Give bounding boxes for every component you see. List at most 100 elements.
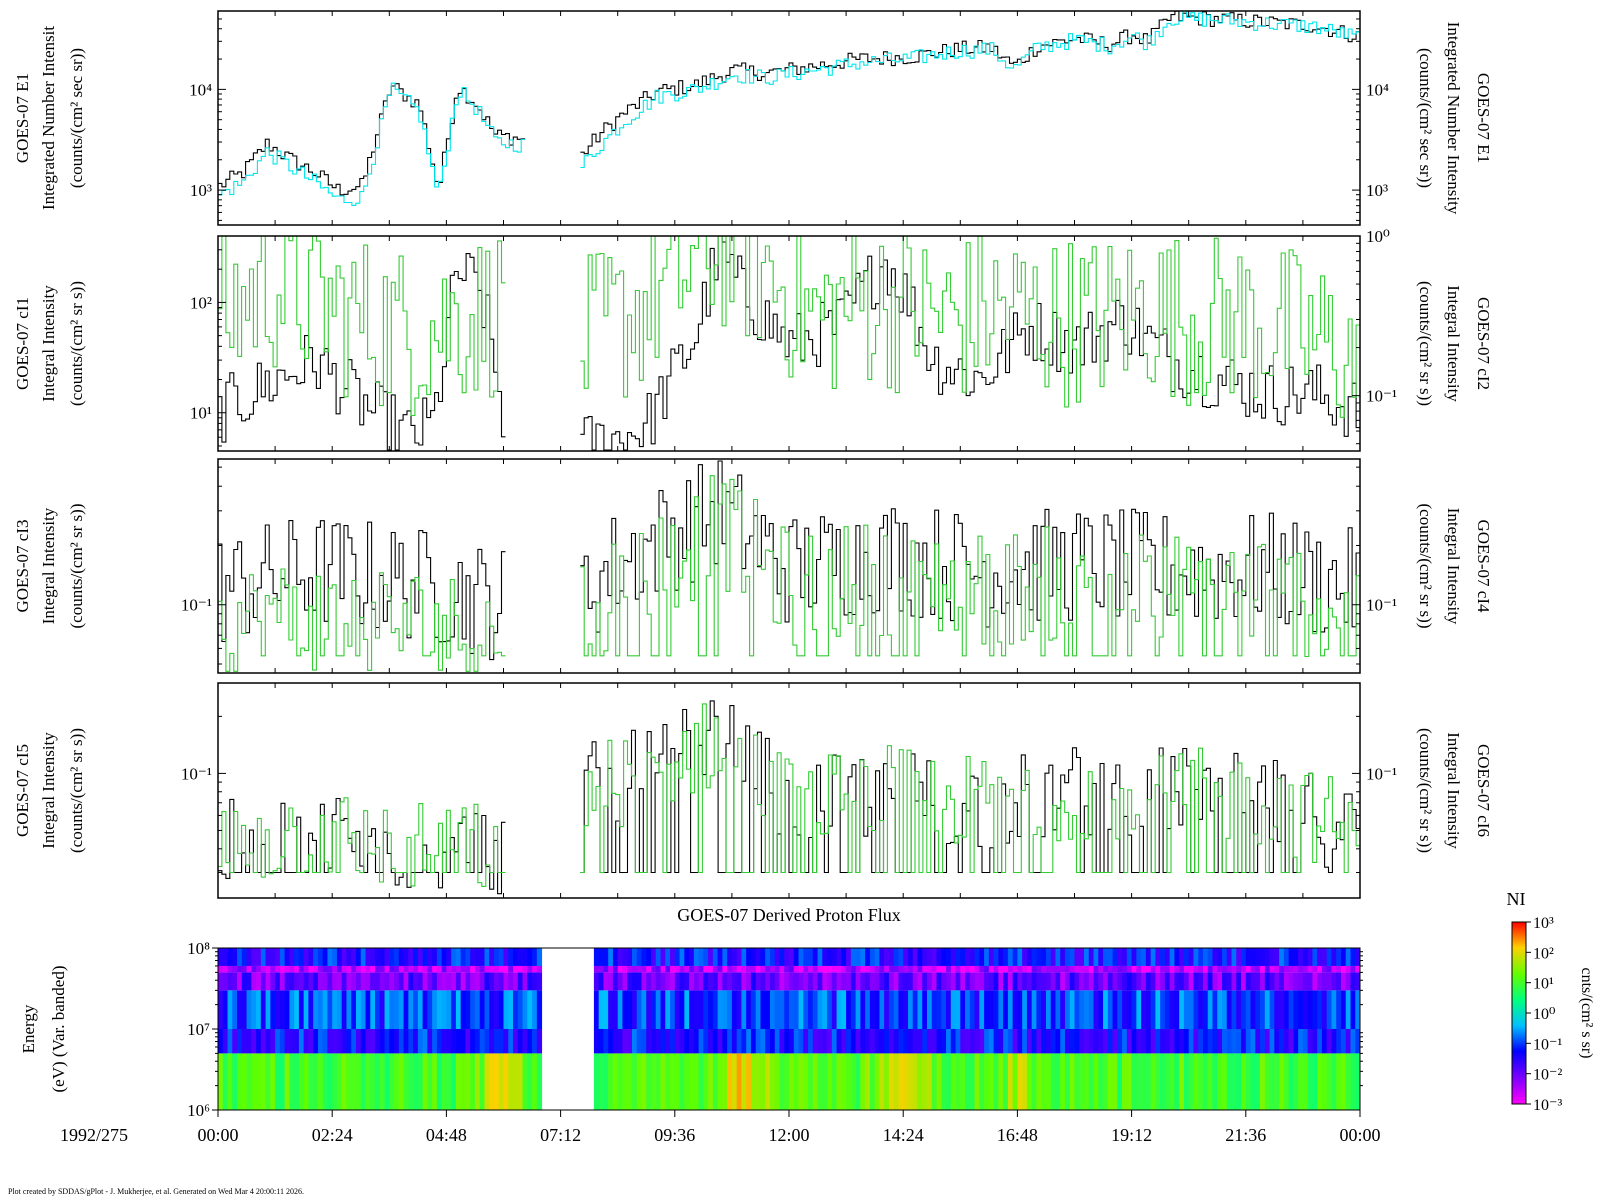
spectrogram-cell xyxy=(413,965,419,973)
spectrogram-cell xyxy=(493,1053,500,1110)
spectrogram-cell xyxy=(493,948,500,966)
spectrogram-cell xyxy=(779,965,785,973)
spectrogram-cell xyxy=(1288,1029,1294,1054)
spectrogram-cell xyxy=(1317,965,1323,973)
spectrogram-cell xyxy=(846,972,852,991)
spectrogram-cell xyxy=(1264,965,1271,973)
spectrogram-cell xyxy=(1179,990,1185,1029)
spectrogram-cell xyxy=(869,965,876,973)
spectrogram-cell xyxy=(1231,948,1237,966)
spectrogram-cell xyxy=(384,965,390,973)
spectrogram-cell xyxy=(674,972,681,991)
spectrogram-cell xyxy=(1079,965,1085,973)
spectrogram-cell xyxy=(436,1029,443,1054)
spectrogram-cell xyxy=(831,948,838,966)
spectrogram-cell xyxy=(831,965,838,973)
spectrogram-cell xyxy=(408,972,414,991)
panel-3-ytick-left-label: 10⁻¹ xyxy=(181,764,212,783)
spectrogram-cell xyxy=(284,972,290,991)
spectrogram-ytick-label: 10⁸ xyxy=(187,939,210,958)
spectrogram-cell xyxy=(332,972,338,991)
spectrogram-cell xyxy=(455,972,462,991)
spectrogram-cell xyxy=(641,972,647,991)
spectrogram-cell xyxy=(446,948,452,966)
spectrogram-cell xyxy=(265,1029,271,1054)
spectrogram-cell xyxy=(1188,1029,1194,1054)
spectrogram-cell xyxy=(503,972,509,991)
spectrogram-cell xyxy=(646,948,652,966)
spectrogram-cell xyxy=(317,948,324,966)
spectrogram-cell xyxy=(1340,990,1347,1029)
spectrogram-cell xyxy=(1293,990,1299,1029)
spectrogram-cell xyxy=(308,972,314,991)
spectrogram-cell xyxy=(465,965,471,973)
spectrogram-cell xyxy=(227,972,233,991)
spectrogram-cell xyxy=(1003,1029,1009,1054)
spectrogram-cell xyxy=(603,972,609,991)
spectrogram-cell xyxy=(646,990,652,1029)
spectrogram-cell xyxy=(774,965,780,973)
spectrogram-cell xyxy=(256,948,262,966)
spectrogram-cell xyxy=(736,972,742,991)
spectrogram-cell xyxy=(965,1029,971,1054)
spectrogram-cell xyxy=(879,990,885,1029)
spectrogram-cell xyxy=(765,990,771,1029)
spectrogram-cell xyxy=(941,948,947,966)
spectrogram-cell xyxy=(218,990,224,1029)
spectrogram-cell xyxy=(736,1053,742,1110)
spectrogram-cell xyxy=(260,965,267,973)
spectrogram-cell xyxy=(513,990,519,1029)
spectrogram-cell xyxy=(1326,948,1332,966)
spectrogram-cell xyxy=(1174,965,1180,973)
spectrogram-cell xyxy=(1160,965,1166,973)
spectrogram-cell xyxy=(1003,990,1009,1029)
spectrogram-cell xyxy=(779,1053,785,1110)
spectrogram-cell xyxy=(1236,990,1242,1029)
spectrogram-cell xyxy=(1122,1029,1128,1054)
spectrogram-cell xyxy=(684,972,690,991)
spectrogram-cell xyxy=(903,1029,909,1054)
spectrogram-cell xyxy=(1007,948,1014,966)
spectrogram-cell xyxy=(884,1053,890,1110)
spectrogram-cell xyxy=(1245,990,1252,1029)
spectrogram-cell xyxy=(1307,1053,1313,1110)
spectrogram-cell xyxy=(355,948,362,966)
spectrogram-cell xyxy=(1007,972,1014,991)
spectrogram-cell xyxy=(422,948,428,966)
spectrogram-cell xyxy=(465,990,471,1029)
spectrogram-cell xyxy=(917,948,923,966)
spectrogram-cell xyxy=(436,948,443,966)
spectrogram-cell xyxy=(1093,990,1099,1029)
xaxis-tick-label: 00:00 xyxy=(197,1125,238,1145)
spectrogram-cell xyxy=(827,990,833,1029)
spectrogram-cell xyxy=(265,990,271,1029)
spectrogram-cell xyxy=(365,965,371,973)
spectrogram-cell xyxy=(1145,972,1152,991)
spectrogram-cell xyxy=(346,1053,352,1110)
spectrogram-cell xyxy=(1136,1053,1142,1110)
spectrogram-cell xyxy=(912,1053,918,1110)
spectrogram-cell xyxy=(1312,1029,1318,1054)
spectrogram-cell xyxy=(375,965,381,973)
panel-0-right-label-1: Integrated Number Intensity xyxy=(1444,22,1463,215)
spectrogram-cell xyxy=(413,990,419,1029)
spectrogram-title: GOES-07 Derived Proton Flux xyxy=(677,905,901,925)
spectrogram-cell xyxy=(1041,972,1047,991)
spectrogram-cell xyxy=(622,948,628,966)
spectrogram-cell xyxy=(474,948,481,966)
spectrogram-cell xyxy=(375,1029,381,1054)
spectrogram-cell xyxy=(965,972,971,991)
spectrogram-cell xyxy=(860,990,866,1029)
spectrogram-cell xyxy=(1336,948,1342,966)
spectrogram-cell xyxy=(341,1029,347,1054)
spectrogram-cell xyxy=(441,948,447,966)
spectrogram-cell xyxy=(532,948,538,966)
spectrogram-cell xyxy=(750,965,757,973)
spectrogram-cell xyxy=(1217,1053,1223,1110)
spectrogram-cell xyxy=(1321,1053,1328,1110)
spectrogram-cell xyxy=(655,1053,662,1110)
spectrogram-cell xyxy=(750,990,757,1029)
spectrogram-cell xyxy=(1141,948,1147,966)
spectrogram-cell xyxy=(527,990,533,1029)
spectrogram-cell xyxy=(988,990,995,1029)
